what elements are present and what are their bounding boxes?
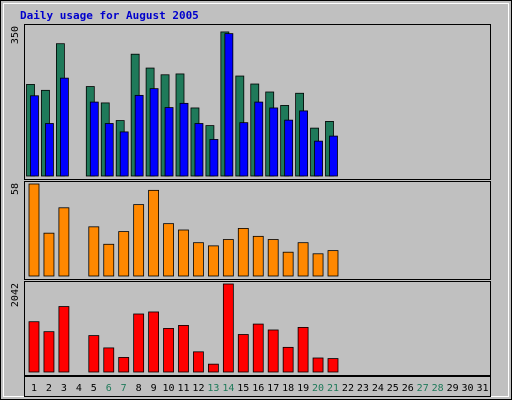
bar-orange-day-19 <box>297 242 309 277</box>
bar-red-day-17 <box>267 329 279 373</box>
x-tick-label: 26 <box>402 383 414 394</box>
x-axis-strip <box>24 376 491 397</box>
x-tick-label: 29 <box>447 383 459 394</box>
x-tick-label: 3 <box>61 383 67 394</box>
x-tick-label: 28 <box>432 383 444 394</box>
x-tick-label: 23 <box>357 383 369 394</box>
bar-red-day-12 <box>193 351 204 373</box>
bar-orange-day-20 <box>312 253 324 277</box>
bar-blue-day-10 <box>164 107 174 177</box>
bar-red-day-20 <box>312 357 324 373</box>
bar-red-day-8 <box>133 313 145 373</box>
bar-red-day-13 <box>207 363 219 373</box>
x-tick-label: 10 <box>163 383 175 394</box>
x-tick-label: 27 <box>417 383 429 394</box>
x-tick-label: 14 <box>222 383 234 394</box>
bar-blue-day-11 <box>179 102 189 177</box>
bar-orange-day-10 <box>163 223 174 277</box>
x-tick-label: 7 <box>121 383 127 394</box>
bar-orange-day-21 <box>327 250 339 277</box>
bar-orange-day-17 <box>267 239 279 277</box>
chart-title: Daily usage for August 2005 <box>20 9 199 22</box>
x-tick-label: 15 <box>237 383 249 394</box>
x-tick-label: 25 <box>387 383 399 394</box>
bar-orange-day-13 <box>207 245 219 277</box>
bar-red-day-18 <box>282 346 294 373</box>
bar-red-day-1 <box>28 321 40 373</box>
bar-red-day-15 <box>237 334 249 373</box>
bar-blue-day-15 <box>239 122 249 177</box>
bar-red-day-6 <box>103 347 115 373</box>
bar-orange-day-7 <box>118 231 130 277</box>
bar-red-day-14 <box>222 283 234 373</box>
bar-red-day-11 <box>178 325 189 373</box>
x-tick-label: 11 <box>177 383 189 394</box>
bar-blue-day-6 <box>104 123 114 177</box>
x-tick-label: 12 <box>192 383 204 394</box>
bar-blue-day-19 <box>299 110 309 177</box>
x-tick-label: 1 <box>31 383 37 394</box>
bar-red-day-7 <box>118 357 130 373</box>
bar-red-day-10 <box>163 328 174 373</box>
bar-blue-day-9 <box>149 88 159 177</box>
bar-red-day-9 <box>148 311 160 373</box>
x-tick-label: 18 <box>282 383 294 394</box>
x-tick-label: 17 <box>267 383 279 394</box>
bar-blue-day-12 <box>194 123 204 177</box>
x-tick-label: 20 <box>312 383 324 394</box>
bar-red-day-16 <box>252 323 264 373</box>
bar-orange-day-11 <box>178 229 189 277</box>
bar-red-day-21 <box>327 358 339 373</box>
bar-blue-day-20 <box>314 140 323 177</box>
bar-orange-day-3 <box>58 207 70 277</box>
x-tick-label: 5 <box>91 383 97 394</box>
x-tick-label: 9 <box>151 383 157 394</box>
x-tick-label: 6 <box>106 383 112 394</box>
bar-blue-day-1 <box>30 95 39 177</box>
x-tick-label: 2 <box>46 383 52 394</box>
bar-orange-day-15 <box>237 228 249 277</box>
bar-blue-day-21 <box>329 135 338 177</box>
bar-red-day-2 <box>43 331 55 373</box>
x-tick-label: 16 <box>252 383 264 394</box>
bar-orange-day-16 <box>252 235 264 277</box>
panel-3-y-max-label: 2042 <box>10 283 21 307</box>
panel-1-y-max-label: 350 <box>10 26 21 44</box>
bar-red-day-5 <box>88 335 100 373</box>
x-tick-label: 30 <box>462 383 474 394</box>
x-tick-label: 13 <box>207 383 219 394</box>
x-tick-label: 24 <box>372 383 384 394</box>
bar-orange-day-6 <box>103 243 115 277</box>
x-tick-label: 31 <box>476 383 488 394</box>
bar-orange-day-5 <box>88 226 100 277</box>
bar-orange-day-1 <box>28 183 40 277</box>
x-tick-label: 21 <box>327 383 339 394</box>
bar-red-day-19 <box>297 326 309 373</box>
x-tick-label: 22 <box>342 383 354 394</box>
bar-orange-day-8 <box>133 204 145 277</box>
bar-blue-day-13 <box>209 139 219 177</box>
bar-blue-day-3 <box>60 77 69 177</box>
bar-red-day-3 <box>58 306 70 373</box>
bar-orange-day-9 <box>148 189 160 277</box>
bar-blue-day-17 <box>269 107 279 177</box>
x-tick-label: 8 <box>136 383 142 394</box>
bar-blue-day-18 <box>284 119 294 177</box>
bar-blue-day-7 <box>119 131 129 177</box>
bar-orange-day-2 <box>43 232 55 277</box>
bar-blue-day-8 <box>134 94 144 177</box>
bar-blue-day-14 <box>224 33 234 177</box>
bar-orange-day-12 <box>193 242 204 277</box>
x-tick-label: 19 <box>297 383 309 394</box>
bar-blue-day-5 <box>89 101 99 177</box>
panel-2-y-max-label: 58 <box>10 183 21 195</box>
bar-blue-day-2 <box>45 123 54 177</box>
bar-blue-day-16 <box>254 101 264 177</box>
bar-orange-day-18 <box>282 251 294 277</box>
x-tick-label: 4 <box>76 383 82 394</box>
bar-orange-day-14 <box>222 239 234 277</box>
